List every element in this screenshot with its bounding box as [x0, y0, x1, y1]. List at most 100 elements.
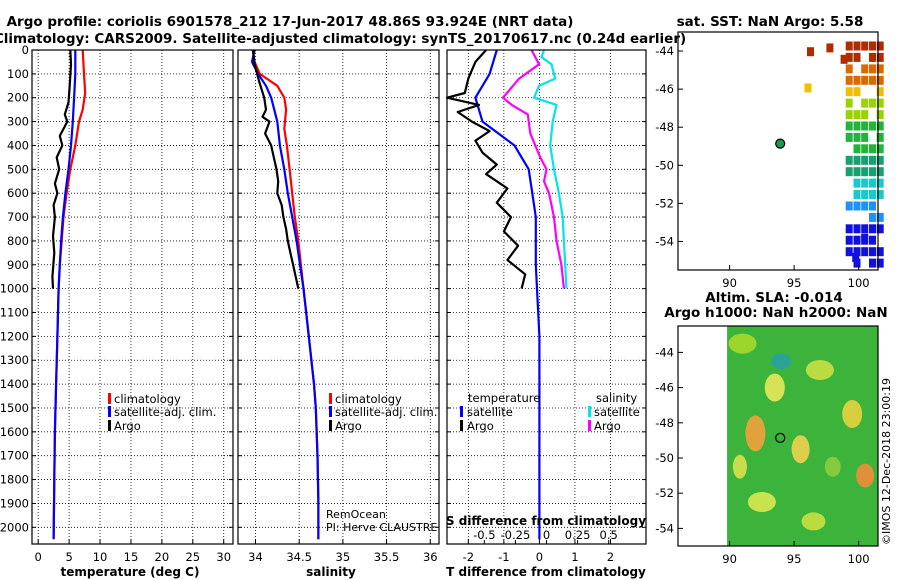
- map-x-tick-label: 100: [848, 276, 870, 290]
- sst-cell: [876, 75, 884, 85]
- sst-cell: [845, 110, 853, 120]
- difference-legend: temperature satellite Argo salinity sate…: [460, 391, 640, 433]
- legend-satellite: satellite-adj. clim.: [335, 405, 437, 419]
- sst-cell: [876, 258, 884, 268]
- depth-tick-label: 700: [7, 210, 29, 224]
- sst-cell: [876, 190, 884, 199]
- imos-credit: ©IMOS 12-Dec-2018 23:00:19: [880, 378, 893, 545]
- sst-cell: [876, 87, 884, 97]
- x-tick-label: -2: [463, 550, 474, 564]
- sst-cell: [869, 167, 876, 177]
- sst-cell: [869, 247, 876, 257]
- sst-cell: [876, 167, 884, 177]
- sst-cell: [861, 201, 869, 211]
- x-tick-label: -1: [498, 550, 509, 564]
- x-tick-label: 35: [336, 550, 351, 564]
- depth-tick-label: 1100: [0, 306, 29, 320]
- x-tick-label: 30: [216, 550, 231, 564]
- depth-tick-label: 1800: [0, 473, 29, 487]
- top-tick-label: 0.5: [600, 528, 618, 542]
- difference-top-label: S difference from climatology: [446, 514, 646, 528]
- sst-cell: [869, 235, 876, 245]
- x-tick-label: 36: [423, 550, 438, 564]
- depth-tick-label: 1200: [0, 329, 29, 343]
- series-line-argo: [251, 49, 300, 289]
- title-line-1: Argo profile: coriolis 6901578_212 17-Ju…: [7, 14, 574, 30]
- x-tick-label: 34: [248, 550, 263, 564]
- series-line-temperature-satellite: [474, 49, 541, 540]
- sla-nodata-mask: [678, 326, 728, 546]
- sla-map-title-2: Argo h1000: NaN h2000: NaN: [664, 305, 887, 321]
- legend-swatch-climatology: [108, 393, 111, 404]
- depth-tick-label: 200: [7, 91, 29, 105]
- depth-tick-label: 1500: [0, 401, 29, 415]
- map-y-tick-label: -46: [655, 82, 674, 96]
- depth-tick-label: 400: [7, 138, 29, 152]
- sst-cell: [853, 75, 861, 85]
- difference-panel: -2 -1 0 1 2 -0.5 -0.25 0 0.25 0.5: [445, 49, 647, 564]
- map-y-tick-label: -54: [655, 521, 674, 535]
- sst-cell: [869, 98, 876, 108]
- sst-cell: [845, 75, 853, 85]
- sst-cell: [853, 144, 861, 154]
- sla-blob: [805, 360, 834, 380]
- x-tick-label: 1: [571, 550, 578, 564]
- sst-cell: [840, 54, 848, 64]
- sst-cell: [845, 247, 853, 257]
- map-y-tick-label: -46: [655, 381, 674, 395]
- sst-cell: [869, 258, 876, 268]
- map-x-tick-label: 100: [848, 552, 870, 566]
- series-line-salinity-argo: [501, 49, 565, 289]
- top-tick-label: -0.25: [501, 528, 531, 542]
- sst-map-panel: 90 95 100 -44 -46 -48 -50 -52 -54: [655, 31, 884, 290]
- argo-position-marker: [775, 432, 786, 443]
- sst-cell: [853, 52, 861, 62]
- sla-blob: [856, 463, 875, 488]
- sst-cell: [853, 87, 861, 97]
- legend-s-satellite: satellite: [594, 405, 640, 419]
- sst-cell: [869, 190, 876, 199]
- series-line-temperature-argo: [445, 49, 527, 289]
- x-tick-label: 34.5: [286, 550, 312, 564]
- legend-salinity-heading: salinity: [596, 391, 637, 405]
- map-x-tick-label: 95: [787, 552, 802, 566]
- legend-swatch-s-argo: [588, 420, 591, 431]
- sst-cell: [845, 224, 853, 234]
- x-tick-label: 0: [536, 550, 543, 564]
- sst-cell: [845, 87, 853, 97]
- map-y-tick-label: -50: [655, 451, 674, 465]
- sst-cell: [853, 132, 861, 142]
- sst-cell: [869, 201, 876, 211]
- x-tick-label: 5: [65, 550, 72, 564]
- legend-argo: Argo: [335, 419, 362, 433]
- depth-tick-label: 900: [7, 258, 29, 272]
- sst-cell: [869, 64, 876, 74]
- x-tick-label: 20: [155, 550, 170, 564]
- sst-cell: [876, 132, 884, 142]
- sst-cell: [861, 144, 869, 154]
- legend-t-argo: Argo: [467, 419, 494, 433]
- sst-cell: [845, 41, 853, 51]
- legend-swatch-t-argo: [460, 420, 463, 431]
- sst-cell: [853, 235, 861, 245]
- depth-tick-label: 1400: [0, 377, 29, 391]
- pi-label: PI: Herve CLAUSTRE: [326, 521, 437, 534]
- depth-tick-label: 100: [7, 67, 29, 81]
- legend-temperature-heading: temperature: [468, 391, 540, 405]
- map-y-tick-label: -52: [655, 196, 674, 210]
- sst-cell: [876, 155, 884, 165]
- depth-tick-label: 1300: [0, 353, 29, 367]
- temperature-legend: climatology satellite-adj. clim. Argo: [108, 392, 216, 433]
- depth-tick-label: 1000: [0, 282, 29, 296]
- sla-blob: [824, 456, 841, 477]
- sla-blob: [801, 512, 826, 531]
- depth-tick-label: 500: [7, 162, 29, 176]
- temperature-xlabel: temperature (deg C): [61, 565, 200, 579]
- sst-cell: [807, 47, 814, 57]
- sst-cell: [861, 155, 869, 165]
- sla-blob: [842, 400, 863, 428]
- sst-cell: [861, 41, 869, 51]
- sst-cell: [869, 144, 876, 154]
- x-tick-label: 25: [185, 550, 200, 564]
- sst-map-title: sat. SST: NaN Argo: 5.58: [677, 14, 864, 30]
